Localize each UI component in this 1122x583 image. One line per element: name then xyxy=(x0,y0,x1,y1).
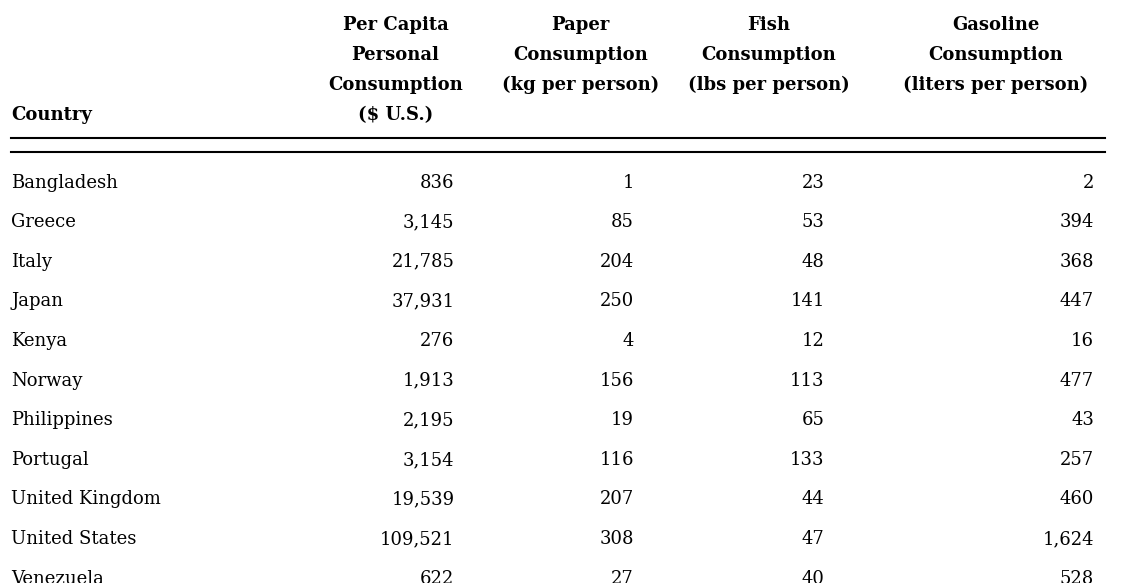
Text: 3,154: 3,154 xyxy=(403,451,454,469)
Text: Greece: Greece xyxy=(11,213,76,231)
Text: Italy: Italy xyxy=(11,253,53,271)
Text: Bangladesh: Bangladesh xyxy=(11,174,118,192)
Text: 394: 394 xyxy=(1059,213,1094,231)
Text: (lbs per person): (lbs per person) xyxy=(688,76,849,94)
Text: Consumption: Consumption xyxy=(328,76,463,94)
Text: 2,195: 2,195 xyxy=(403,411,454,429)
Text: 43: 43 xyxy=(1072,411,1094,429)
Text: Fish: Fish xyxy=(747,16,790,34)
Text: 1,624: 1,624 xyxy=(1042,530,1094,548)
Text: 48: 48 xyxy=(802,253,825,271)
Text: 276: 276 xyxy=(420,332,454,350)
Text: 368: 368 xyxy=(1059,253,1094,271)
Text: 19,539: 19,539 xyxy=(392,490,454,508)
Text: 250: 250 xyxy=(599,293,634,310)
Text: Norway: Norway xyxy=(11,371,83,389)
Text: 204: 204 xyxy=(599,253,634,271)
Text: 113: 113 xyxy=(790,371,825,389)
Text: 21,785: 21,785 xyxy=(392,253,454,271)
Text: 1,913: 1,913 xyxy=(403,371,454,389)
Text: 12: 12 xyxy=(802,332,825,350)
Text: 447: 447 xyxy=(1060,293,1094,310)
Text: 116: 116 xyxy=(599,451,634,469)
Text: 109,521: 109,521 xyxy=(380,530,454,548)
Text: Personal: Personal xyxy=(351,46,440,64)
Text: 2: 2 xyxy=(1083,174,1094,192)
Text: 37,931: 37,931 xyxy=(392,293,454,310)
Text: 47: 47 xyxy=(802,530,825,548)
Text: United States: United States xyxy=(11,530,137,548)
Text: 257: 257 xyxy=(1060,451,1094,469)
Text: 836: 836 xyxy=(420,174,454,192)
Text: 16: 16 xyxy=(1072,332,1094,350)
Text: 4: 4 xyxy=(623,332,634,350)
Text: Philippines: Philippines xyxy=(11,411,113,429)
Text: Kenya: Kenya xyxy=(11,332,67,350)
Text: Portugal: Portugal xyxy=(11,451,89,469)
Text: Gasoline: Gasoline xyxy=(953,16,1039,34)
Text: (liters per person): (liters per person) xyxy=(903,76,1088,94)
Text: 622: 622 xyxy=(420,570,454,583)
Text: Consumption: Consumption xyxy=(701,46,836,64)
Text: 156: 156 xyxy=(599,371,634,389)
Text: 477: 477 xyxy=(1060,371,1094,389)
Text: Paper: Paper xyxy=(551,16,610,34)
Text: 133: 133 xyxy=(790,451,825,469)
Text: ($ U.S.): ($ U.S.) xyxy=(358,106,433,124)
Text: 44: 44 xyxy=(802,490,825,508)
Text: 53: 53 xyxy=(802,213,825,231)
Text: 308: 308 xyxy=(599,530,634,548)
Text: 40: 40 xyxy=(802,570,825,583)
Text: 207: 207 xyxy=(599,490,634,508)
Text: (kg per person): (kg per person) xyxy=(502,76,660,94)
Text: 19: 19 xyxy=(611,411,634,429)
Text: Consumption: Consumption xyxy=(513,46,649,64)
Text: 141: 141 xyxy=(790,293,825,310)
Text: Consumption: Consumption xyxy=(928,46,1064,64)
Text: 460: 460 xyxy=(1059,490,1094,508)
Text: 85: 85 xyxy=(611,213,634,231)
Text: 27: 27 xyxy=(611,570,634,583)
Text: Country: Country xyxy=(11,106,92,124)
Text: Venezuela: Venezuela xyxy=(11,570,104,583)
Text: Japan: Japan xyxy=(11,293,63,310)
Text: 23: 23 xyxy=(802,174,825,192)
Text: 65: 65 xyxy=(802,411,825,429)
Text: Per Capita: Per Capita xyxy=(342,16,449,34)
Text: 528: 528 xyxy=(1059,570,1094,583)
Text: 3,145: 3,145 xyxy=(403,213,454,231)
Text: 1: 1 xyxy=(623,174,634,192)
Text: United Kingdom: United Kingdom xyxy=(11,490,162,508)
